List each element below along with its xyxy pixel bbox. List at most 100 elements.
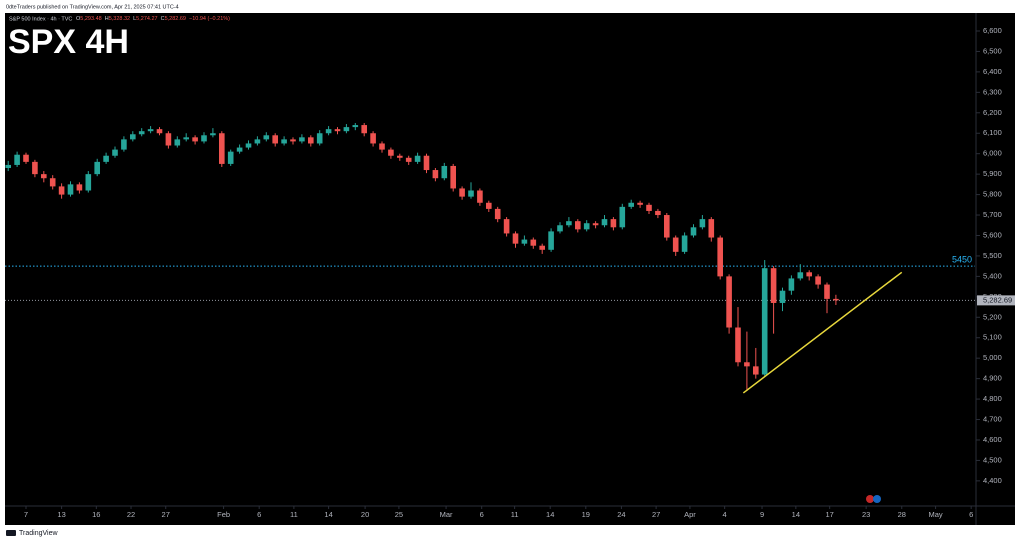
x-tick-label: 16 [92,510,100,519]
byline: 0dteTraders published on TradingView.com… [6,4,179,10]
candle-body [521,239,528,244]
candle-body [548,231,554,250]
candle-body [592,223,599,226]
y-tick-label: 4,500 [983,455,1002,464]
candle-body [85,174,92,191]
candle-body [325,129,332,134]
candle-body [557,225,563,232]
candle-body [201,135,207,142]
x-tick-label: 11 [290,510,298,519]
quote-value: 5,274.27 [136,16,157,22]
x-tick-label: 6 [257,510,261,519]
candle-body [574,221,581,230]
y-tick-label: 5,200 [983,312,1002,321]
candle-body [717,237,723,277]
x-tick-label: 22 [127,510,135,519]
candle-body [752,366,759,375]
candle-body [156,129,163,134]
candle-body [316,133,323,144]
y-tick-label: 4,400 [983,476,1002,485]
candle-body [245,143,252,148]
x-tick-label: 6 [969,510,973,519]
x-tick-label: 11 [511,510,519,519]
y-tick-label: 5,800 [983,190,1002,199]
candle-body [833,298,839,301]
y-tick-label: 5,500 [983,251,1002,260]
candle-body [236,147,243,152]
flag-dot [866,495,874,503]
candle-body [272,135,279,144]
x-tick-label: 20 [361,510,369,519]
candle-body [628,202,634,207]
candle-body [67,184,74,195]
candle-body [361,125,367,134]
last-price-label: 5,282.69 [983,295,1012,304]
y-tick-label: 4,600 [983,435,1002,444]
candle-body [174,139,181,146]
candle-body [815,276,821,285]
symbol: S&P 500 Index · 4h · TVC [9,16,72,22]
quote-change: −10.94 (−0.21%) [189,16,230,22]
candle-body [539,245,545,250]
candle-body [726,276,732,328]
quote-value: 5,328.32 [109,16,130,22]
candle-body [379,143,385,150]
candle-body [494,208,501,220]
candle-body [32,161,38,175]
candle-body [23,154,29,162]
candle-body [388,149,394,156]
candle-body [14,154,20,165]
candle-body [503,219,510,234]
y-tick-label: 6,600 [983,26,1002,35]
quote-key: L [133,16,136,22]
x-tick-label: 17 [825,510,833,519]
candle-body [299,137,305,142]
candle-body [94,161,101,175]
candle-body [797,272,804,279]
candle-body [450,165,456,189]
x-tick-label: May [928,510,942,519]
candle-body [130,134,136,140]
candle-body [192,137,198,142]
quote-key: C [161,16,165,22]
x-tick-label: 19 [582,510,590,519]
footer-logo: TradingView [6,530,58,537]
chart-title: SPX 4H [8,23,129,61]
candle-body [219,133,225,164]
candle-body [530,239,537,246]
candle-body [699,219,706,228]
candle-body [477,190,483,203]
y-tick-label: 6,500 [983,46,1002,55]
candle-body [41,174,47,179]
candle-body [147,129,154,132]
candle-body [103,155,109,162]
candle-body [708,219,715,238]
quote: O5,293.48 H5,328.32 L5,274.27 C5,282.69 −10.… [76,16,230,22]
x-tick-label: Feb [217,510,230,519]
candle-body [396,155,403,158]
logo-icon [6,530,16,536]
candle-body [138,131,145,135]
candle-body [334,129,341,132]
candle-body [5,164,12,169]
candle-body [681,235,688,252]
candle-body [308,137,314,144]
candle-body [583,223,590,230]
candle-body [690,227,697,236]
y-tick-label: 6,300 [983,87,1002,96]
y-tick-label: 4,700 [983,415,1002,424]
candle-body [423,155,430,171]
x-tick-label: 14 [792,510,800,519]
candle-body [566,221,572,226]
candle-body [788,278,795,291]
footer-text: TradingView [19,530,58,537]
candle-body [112,149,118,156]
candle-body [468,190,474,197]
candle-body [49,178,56,187]
y-tick-label: 6,200 [983,108,1002,117]
last-price-box [977,295,1015,306]
candle-body [414,155,421,162]
candle-body [646,204,652,211]
candle-body [512,233,519,244]
candle-body [619,206,626,228]
